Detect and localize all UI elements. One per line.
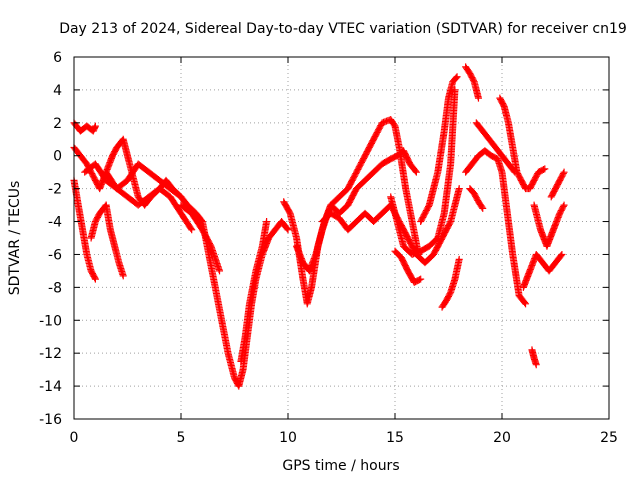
data-point [541,165,549,173]
series-track-7 [81,160,185,201]
data-point [474,94,482,102]
y-tick-label: -4 [48,215,62,231]
y-tick-label: -10 [39,313,62,329]
series-track-11 [387,86,459,258]
y-tick-label: -8 [48,280,62,296]
y-tick-label: 0 [53,149,62,165]
data-point [91,274,99,282]
y-tick-label: 4 [53,83,62,99]
series-track-3 [70,176,99,283]
y-tick-label: -2 [48,182,62,198]
y-axis-label: SDTVAR / TECUs [7,181,23,296]
series-track-25 [177,201,224,275]
data-point [560,201,568,209]
series-track-9 [293,147,420,275]
data-point [188,226,196,234]
data-point [177,193,185,201]
data-point [119,272,127,280]
y-tick-label: 6 [53,50,62,66]
data-point [455,255,463,263]
data-point [451,86,459,94]
series-track-5 [102,201,127,280]
y-tick-label: 2 [53,116,62,132]
data-point [558,250,566,258]
x-tick-label: 20 [493,430,511,446]
data-point [283,225,291,233]
series-track-16 [462,147,530,308]
data-point [417,275,425,283]
series-track-20 [519,250,566,291]
data-point [559,202,567,210]
chart-title: Day 213 of 2024, Sidereal Day-to-day VTE… [59,21,627,37]
data-point [216,267,224,275]
data-point [176,192,184,200]
x-tick-label: 15 [386,430,404,446]
data-point [532,361,540,369]
x-axis-label: GPS time / hours [282,458,399,474]
series-track-15 [462,63,482,102]
plot-frame [73,56,610,420]
x-tick-label: 25 [600,430,618,446]
grid [74,57,609,419]
data-point [91,122,99,130]
x-tick-label: 0 [70,430,79,446]
y-tick-label: -16 [39,412,62,428]
data-point [415,276,423,284]
data-point [452,74,460,82]
data-point [411,167,419,175]
y-tick-label: -6 [48,247,62,263]
series-track-24 [237,218,271,365]
data-point [91,275,99,283]
series-track-23 [528,346,540,369]
data-point [453,73,461,81]
data-point [521,299,529,307]
data-point [479,204,487,212]
series-track-19 [496,94,549,193]
data-point [263,218,271,226]
x-tick-labels: 0 5 10 15 20 25 [70,430,618,446]
series-track-12 [391,247,425,286]
data-point [540,166,548,174]
axis-ticks [73,56,610,420]
data-point [187,225,195,233]
data-point [560,168,568,176]
series-track-17 [466,185,487,212]
series-track-14 [438,255,463,311]
series-track-21 [530,201,568,250]
y-tick-label: -12 [39,346,62,362]
series-track-13 [417,73,461,226]
data-point [412,168,420,176]
series-track-18 [472,119,519,176]
data-point [559,170,567,178]
data-points [70,63,568,390]
data-point [284,226,292,234]
data-point [522,300,530,308]
x-tick-label: 5 [177,430,186,446]
data-point [455,185,463,193]
y-tick-label: -14 [39,379,62,395]
y-tick-labels: -16 -14 -12 -10 -8 -6 -4 -2 0 2 4 6 [39,50,62,428]
data-point [478,203,486,211]
data-point [557,252,565,260]
series-track-6 [102,168,196,234]
series-track-22 [547,168,568,201]
x-tick-label: 10 [279,430,297,446]
